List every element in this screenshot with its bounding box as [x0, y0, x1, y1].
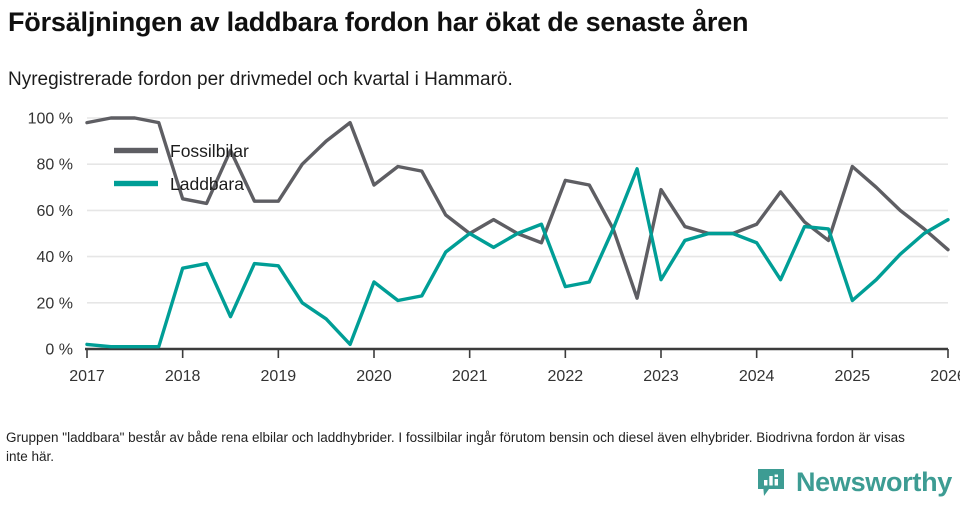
x-tick-label: 2024 — [739, 368, 775, 385]
y-tick-label: 0 % — [45, 342, 73, 359]
x-tick-label: 2022 — [548, 368, 584, 385]
legend-swatch — [114, 147, 158, 154]
legend-label: Laddbara — [170, 174, 244, 194]
y-axis-tick-labels: 0 % 20 % 40 % 60 % 80 % 100 % — [28, 111, 73, 359]
gridlines — [87, 117, 948, 304]
legend-swatch — [114, 180, 158, 187]
x-tick-label: 2021 — [452, 368, 488, 385]
y-tick-label: 80 % — [37, 157, 73, 174]
page-title: Försäljningen av laddbara fordon har öka… — [8, 7, 749, 37]
x-tick-label: 2019 — [261, 368, 297, 385]
line-chart: 0 % 20 % 40 % 60 % 80 % 100 % 2017 2018 2019 202… — [0, 104, 960, 404]
y-tick-label: 40 % — [37, 249, 73, 266]
page-subtitle: Nyregistrerade fordon per drivmedel och … — [8, 69, 513, 90]
x-tick-label: 2026 — [930, 368, 960, 385]
x-tick-label: 2023 — [643, 368, 679, 385]
bar-chart-speech-bubble-icon — [757, 469, 784, 496]
x-tick-label: 2025 — [835, 368, 871, 385]
x-tick-label: 2020 — [356, 368, 392, 385]
brand-name: Newsworthy — [795, 467, 952, 497]
x-tick-label: 2017 — [69, 368, 105, 385]
y-tick-label: 100 % — [28, 111, 73, 128]
x-axis-tick-labels: 2017 2018 2019 2020 2021 2022 2023 2024 2025 2026 — [69, 368, 960, 385]
chart-footnote: Gruppen "laddbara" består av både rena e… — [6, 430, 905, 464]
series-line-laddbara — [85, 167, 950, 349]
legend-label: Fossilbilar — [170, 141, 249, 161]
chart-svg: 0 % 20 % 40 % 60 % 80 % 100 % 2017 2018 2019 202… — [28, 111, 960, 386]
y-tick-label: 20 % — [37, 295, 73, 312]
x-axis — [85, 347, 949, 358]
y-tick-label: 60 % — [37, 203, 73, 220]
x-tick-label: 2018 — [165, 368, 201, 385]
chart-legend: Fossilbilar Laddbara — [114, 141, 249, 194]
newsworthy-logo: Newsworthy — [755, 466, 952, 498]
data-series-group — [85, 116, 950, 349]
